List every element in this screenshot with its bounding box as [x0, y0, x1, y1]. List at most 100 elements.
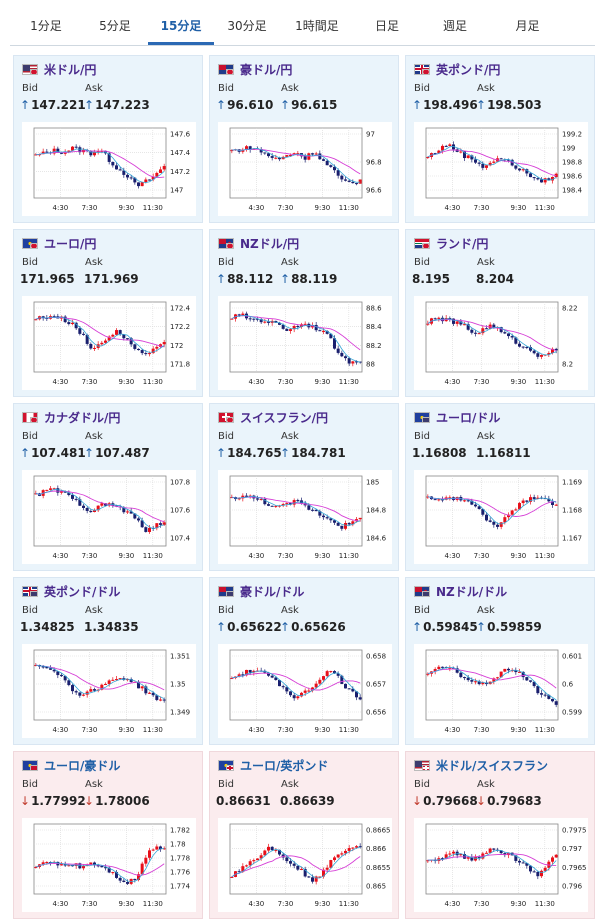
price-chart[interactable]: 0.658 0.657 0.656 4:30 7:30 9:30 11:30 [218, 644, 392, 738]
down-arrow-icon: ↓ [412, 794, 423, 808]
candle-body [448, 853, 452, 855]
plot-frame [425, 301, 559, 373]
tab-0[interactable]: 1分足 [30, 19, 62, 33]
flag-icon [414, 237, 430, 249]
price-chart[interactable]: 172.4 172.2 172 171.8 4:30 7:30 9:30 11:30 [22, 296, 196, 390]
pair-title[interactable]: カナダドル/円 [22, 409, 120, 425]
pair-card[interactable]: ユーロ/英ポンド Bid Ask 0.86631 0.86639 0.8665 0.866 0… [209, 751, 399, 919]
y-tick-label: 96.8 [366, 159, 382, 167]
price-chart[interactable]: 97 96.8 96.6 4:30 7:30 9:30 11:30 [218, 122, 392, 216]
bid-value: ↑198.496 [412, 98, 478, 112]
candle-body [285, 155, 289, 157]
pair-card[interactable]: 米ドル/円 Bid Ask ↑147.221 ↑147.223 147.6 147.4 147… [13, 55, 203, 223]
candle-body [96, 151, 100, 153]
candle-body [281, 686, 285, 688]
x-tick-label: 7:30 [278, 204, 294, 212]
pair-card[interactable]: カナダドル/円 Bid Ask ↑107.481 ↑107.487 107.8 107.6 1… [13, 403, 203, 571]
candle-body [52, 669, 56, 672]
candle-body [510, 510, 514, 515]
candle-body [351, 361, 355, 364]
x-tick-label: 7:30 [474, 552, 490, 560]
pair-title[interactable]: ユーロ/豪ドル [22, 757, 120, 773]
pair-card[interactable]: 英ポンド/円 Bid Ask ↑198.496 ↑198.503 199.2 199 198.… [405, 55, 595, 223]
price-chart[interactable]: 0.7975 0.797 0.7965 0.796 4:30 7:30 9:30 11:30 [414, 818, 588, 912]
candle-body [532, 497, 536, 499]
pair-card[interactable]: NZドル/ドル Bid Ask ↑0.59845 ↑0.59859 0.601 0.6 0.5… [405, 577, 595, 745]
up-arrow-icon: ↑ [216, 446, 227, 460]
candle-body [63, 491, 67, 493]
price-chart[interactable]: 185 184.8 184.6 4:30 7:30 9:30 11:30 [218, 470, 392, 564]
bid-value: 0.86631 [216, 794, 271, 808]
pair-card[interactable]: 豪ドル/円 Bid Ask ↑96.610 ↑96.615 97 96.8 96.6 4:30 7… [209, 55, 399, 223]
candle-body [252, 670, 256, 673]
bid-price: 0.65622 [227, 620, 282, 634]
candle-body [34, 319, 38, 321]
candle-body [344, 683, 347, 689]
price-chart[interactable]: 147.6 147.4 147.2 147 4:30 7:30 9:30 11:30 [22, 122, 196, 216]
candle-body [263, 850, 267, 856]
pair-card[interactable]: 米ドル/スイスフラン Bid Ask ↓0.79668 ↓0.79683 0.7975 0.… [405, 751, 595, 919]
pair-title[interactable]: 豪ドル/円 [218, 61, 292, 77]
candle-body [325, 867, 329, 870]
x-tick-label: 9:30 [315, 552, 331, 560]
price-chart[interactable]: 199.2 199 198.8 198.6 198.4 4:30 7:30 9:30 11:30 [414, 122, 588, 216]
pair-card[interactable]: 豪ドル/ドル Bid Ask ↑0.65622 ↑0.65626 0.658 0.657 0.… [209, 577, 399, 745]
price-chart[interactable]: 0.8665 0.866 0.8655 0.865 4:30 7:30 9:30 11:30 [218, 818, 392, 912]
pair-card[interactable]: ユーロ/ドル Bid Ask 1.16808 1.16811 1.169 1.168 1.16… [405, 403, 595, 571]
moving-average-line [427, 668, 557, 689]
pair-card[interactable]: NZドル/円 Bid Ask ↑88.112 ↑88.119 88.6 88.4 88.2 88… [209, 229, 399, 397]
candle-body [230, 318, 234, 320]
tab-6[interactable]: 週足 [442, 19, 467, 33]
tab-2[interactable]: 15分足 [148, 8, 214, 45]
candle-body [314, 683, 318, 688]
candle-body [318, 153, 322, 160]
tab-5[interactable]: 日足 [374, 19, 399, 33]
candle-body [140, 686, 144, 689]
moving-average-line [427, 319, 557, 352]
price-chart[interactable]: 107.8 107.6 107.4 4:30 7:30 9:30 11:30 [22, 470, 196, 564]
pair-title[interactable]: NZドル/ドル [414, 583, 507, 599]
pair-title[interactable]: NZドル/円 [218, 235, 299, 251]
pair-card[interactable]: ユーロ/豪ドル Bid Ask ↓1.77992 ↓1.78006 1.782 1.78 1.… [13, 751, 203, 919]
candle-body [129, 177, 133, 179]
tab-1[interactable]: 5分足 [99, 19, 131, 33]
pair-card[interactable]: ランド/円 Bid Ask 8.195 8.204 8.22 8.2 4:30 7:30 9:30… [405, 229, 595, 397]
pair-title[interactable]: ランド/円 [414, 235, 488, 251]
bid-price: 147.221 [31, 98, 86, 112]
price-chart[interactable]: 1.169 1.168 1.167 4:30 7:30 9:30 11:30 [414, 470, 588, 564]
tab-4[interactable]: 1時間足 [295, 19, 339, 33]
x-tick-label: 9:30 [119, 378, 135, 386]
y-tick-label: 1.349 [170, 709, 190, 717]
price-chart[interactable]: 0.601 0.6 0.599 4:30 7:30 9:30 11:30 [414, 644, 588, 738]
flag-icon [422, 68, 430, 75]
price-chart[interactable]: 1.782 1.78 1.778 1.776 1.774 4:30 7:30 9:30 11:3… [22, 818, 196, 912]
price-chart[interactable]: 1.351 1.35 1.349 4:30 7:30 9:30 11:30 [22, 644, 196, 738]
tab-3[interactable]: 30分足 [227, 19, 267, 33]
x-tick-label: 11:30 [535, 204, 555, 212]
price-chart[interactable]: 8.22 8.2 4:30 7:30 9:30 11:30 [414, 296, 588, 390]
pair-card[interactable]: スイスフラン/円 Bid Ask ↑184.765 ↑184.781 185 184.8 18… [209, 403, 399, 571]
pair-title[interactable]: ユーロ/ドル [414, 409, 500, 425]
tab-7[interactable]: 月足 [515, 19, 540, 33]
candle-body [514, 337, 518, 344]
ask-price: 0.86639 [280, 794, 335, 808]
pair-title[interactable]: 米ドル/円 [22, 61, 96, 77]
candle-body [259, 499, 263, 501]
candle-body [85, 507, 89, 511]
pair-title[interactable]: ユーロ/英ポンド [218, 757, 328, 773]
pair-card[interactable]: ユーロ/円 Bid Ask 171.965 171.969 172.4 172.2 172 17… [13, 229, 203, 397]
pair-card[interactable]: 英ポンド/ドル Bid Ask 1.34825 1.34835 1.351 1.35 1.34… [13, 577, 203, 745]
candle-body [245, 669, 248, 676]
short-average-line [35, 148, 165, 184]
pair-title[interactable]: スイスフラン/円 [218, 409, 328, 425]
pair-title[interactable]: 英ポンド/円 [414, 61, 500, 77]
price-chart[interactable]: 88.6 88.4 88.2 88 4:30 7:30 9:30 11:30 [218, 296, 392, 390]
y-tick-label: 0.8655 [366, 864, 391, 872]
pair-title[interactable]: 英ポンド/ドル [22, 583, 120, 599]
x-tick-label: 9:30 [315, 378, 331, 386]
bid-price: 0.79668 [423, 794, 478, 808]
pair-title[interactable]: 豪ドル/ドル [218, 583, 304, 599]
pair-title[interactable]: 米ドル/スイスフラン [414, 757, 548, 773]
pair-title[interactable]: ユーロ/円 [22, 235, 96, 251]
